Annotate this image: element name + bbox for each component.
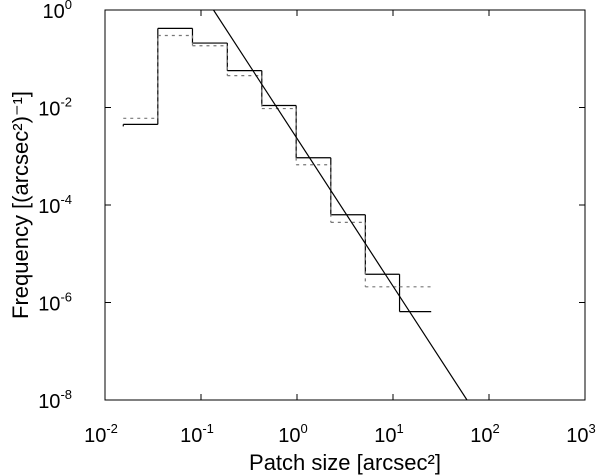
y-tick-exponent: -6 (60, 290, 72, 305)
x-tick-label: 103 (566, 421, 595, 447)
y-tick-label: 10-4 (38, 192, 72, 218)
y-tick-exponent: -2 (60, 95, 72, 110)
series-layer (122, 10, 468, 400)
x-tick-exponent: -2 (106, 421, 118, 436)
y-tick-exponent: -8 (60, 387, 72, 402)
power-law-fit-line (213, 10, 468, 400)
x-tick-exponent: 0 (301, 421, 308, 436)
x-axis-label: Patch size [arcsec²] (249, 450, 441, 475)
x-tick-exponent: 2 (493, 421, 500, 436)
x-tick-label: 102 (470, 421, 499, 447)
y-tick-label: 10-8 (38, 387, 72, 413)
x-tick-exponent: -1 (202, 421, 214, 436)
x-tick-exponent: 1 (397, 421, 404, 436)
y-axis-ticks: 10-8 10-6 10-4 10-2 100 (38, 0, 585, 413)
x-tick-label: 10-2 (84, 421, 118, 447)
series-solid-step (122, 27, 432, 313)
y-axis-label: Frequency [(arcsec²)⁻¹] (8, 91, 33, 319)
x-tick-label: 10-1 (180, 421, 214, 447)
series-dashed-step (123, 34, 432, 288)
y-tick-exponent: 0 (65, 0, 72, 12)
y-tick-label: 10-6 (38, 290, 72, 316)
x-tick-exponent: 3 (589, 421, 596, 436)
x-tick-label: 101 (374, 421, 403, 447)
y-tick-exponent: -4 (60, 192, 72, 207)
y-tick-label: 100 (43, 0, 72, 23)
plot-frame (104, 9, 586, 401)
x-tick-label: 100 (278, 421, 307, 447)
y-tick-label: 10-2 (38, 95, 72, 121)
x-axis-ticks: 10-2 10-1 100 101 102 103 (84, 10, 596, 447)
series-fit-line (213, 10, 468, 400)
